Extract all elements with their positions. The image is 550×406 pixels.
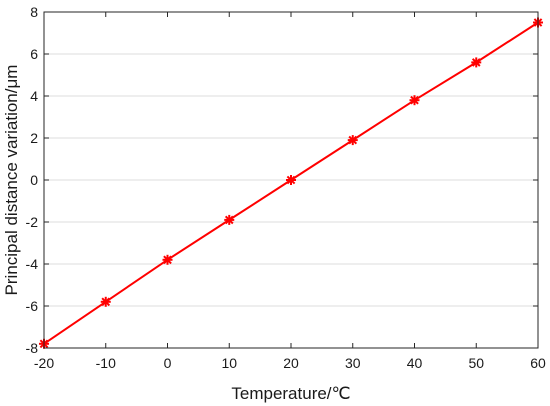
data-point-marker bbox=[162, 254, 173, 265]
y-tick-label: -8 bbox=[26, 340, 39, 356]
x-tick-label: 60 bbox=[530, 355, 546, 371]
y-tick-label: 6 bbox=[30, 46, 38, 62]
x-tick-label: -10 bbox=[96, 355, 116, 371]
y-axis-label: Principal distance variation/μm bbox=[2, 65, 21, 296]
data-point-marker bbox=[100, 296, 111, 307]
data-point-marker bbox=[286, 175, 296, 185]
y-tick-label: -2 bbox=[26, 214, 39, 230]
grid-lines bbox=[44, 53, 538, 307]
data-point-marker bbox=[471, 57, 482, 68]
x-tick-label: 50 bbox=[468, 355, 484, 371]
data-point-marker bbox=[409, 95, 420, 106]
x-tick-label: 0 bbox=[164, 355, 172, 371]
series-layer bbox=[39, 17, 543, 349]
x-tick-label: 10 bbox=[221, 355, 237, 371]
y-tick-label: 4 bbox=[30, 88, 38, 104]
x-tick-label: 30 bbox=[345, 355, 361, 371]
y-tick-label: -4 bbox=[26, 256, 39, 272]
y-tick-label: 2 bbox=[30, 130, 38, 146]
data-point-marker bbox=[347, 135, 358, 146]
y-tick-label: 0 bbox=[30, 172, 38, 188]
x-tick-label: 20 bbox=[283, 355, 299, 371]
y-tick-label: 8 bbox=[30, 4, 38, 20]
y-tick-label: -6 bbox=[26, 298, 39, 314]
x-axis-label: Temperature/℃ bbox=[231, 384, 350, 403]
x-tick-label: 40 bbox=[407, 355, 423, 371]
axis-ticks bbox=[43, 11, 539, 349]
data-point-marker bbox=[224, 214, 235, 225]
x-tick-label: -20 bbox=[34, 355, 54, 371]
